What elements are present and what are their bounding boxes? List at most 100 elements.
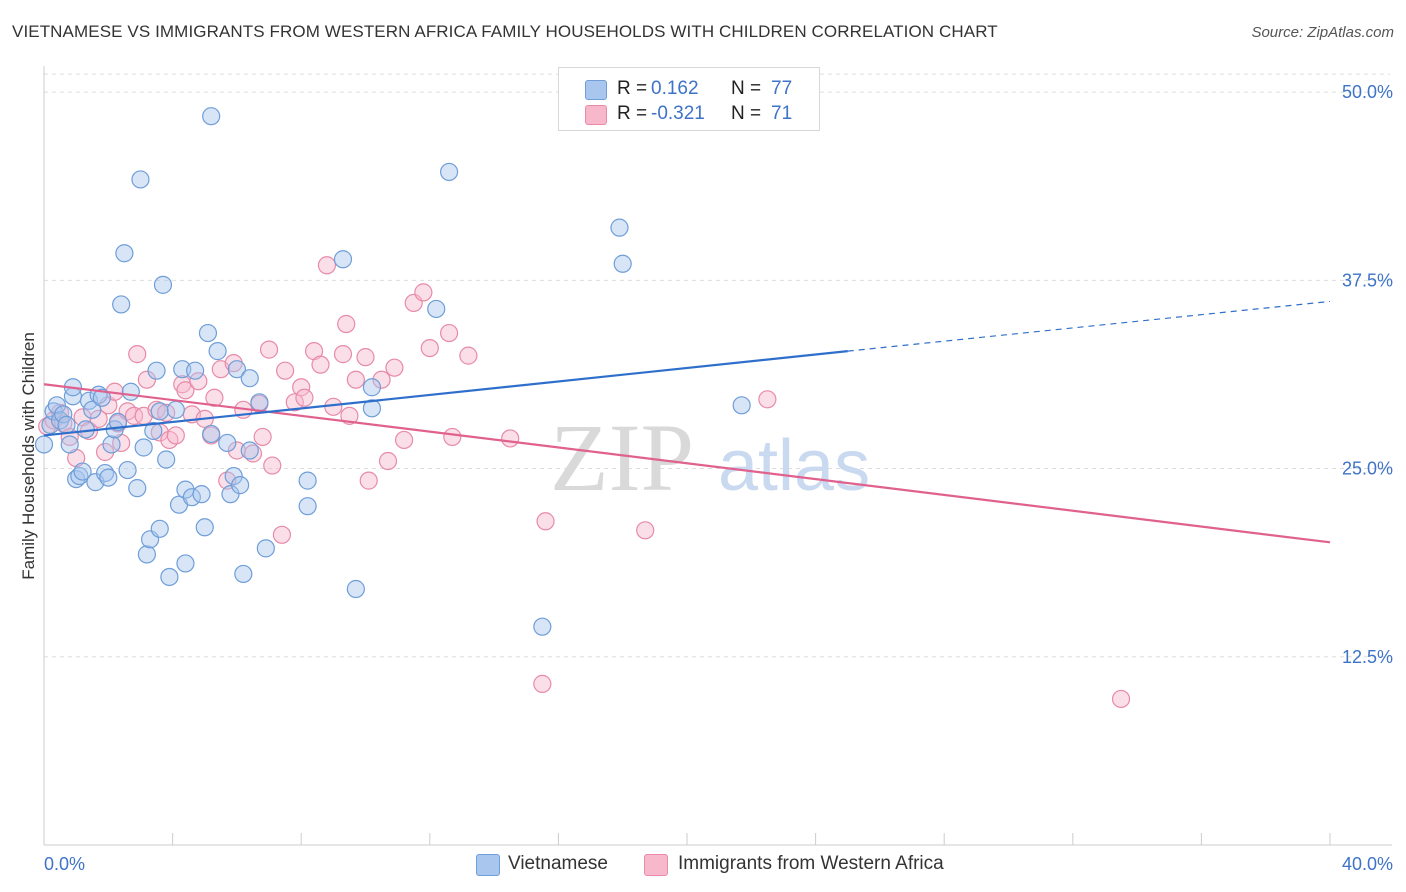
data-point-vietnamese xyxy=(99,468,118,487)
trendline-vietnamese xyxy=(43,350,848,437)
data-point-vietnamese xyxy=(176,554,195,573)
legend-label-western-africa: Immigrants from Western Africa xyxy=(678,853,944,874)
data-point-vietnamese xyxy=(202,424,221,444)
legend-n-label: N = xyxy=(731,103,762,124)
data-point-vietnamese xyxy=(60,435,79,454)
data-point-vietnamese xyxy=(256,539,275,558)
data-point-vietnamese xyxy=(610,218,629,237)
tick-labels: 12.5% 25.0% 37.5% 50.0% 0.0% 40.0% xyxy=(44,82,1393,874)
data-point-western-africa xyxy=(385,358,404,377)
y-axis-label: Family Households with Children xyxy=(19,332,38,580)
data-point-vietnamese xyxy=(157,450,176,469)
legend-n-value: 71 xyxy=(771,103,793,124)
data-point-vietnamese xyxy=(67,469,86,489)
data-point-vietnamese xyxy=(231,476,250,495)
legend-n-label: N = xyxy=(731,78,762,99)
data-point-vietnamese xyxy=(192,485,211,504)
data-point-vietnamese xyxy=(240,369,259,388)
data-point-vietnamese xyxy=(202,107,221,126)
data-point-vietnamese xyxy=(83,400,102,419)
data-point-western-africa xyxy=(420,338,439,358)
data-point-vietnamese xyxy=(227,360,246,379)
data-point-western-africa xyxy=(443,427,462,447)
legend-r-value: -0.321 xyxy=(651,103,705,124)
data-point-western-africa xyxy=(95,442,115,462)
data-point-vietnamese xyxy=(298,497,317,516)
data-point-western-africa xyxy=(253,427,272,447)
data-point-western-africa xyxy=(259,340,279,359)
data-point-western-africa xyxy=(533,674,552,693)
data-point-western-africa xyxy=(1111,689,1131,709)
data-point-western-africa xyxy=(176,381,195,400)
data-point-western-africa xyxy=(243,444,263,463)
data-point-vietnamese xyxy=(221,485,240,504)
data-point-western-africa xyxy=(394,430,414,450)
legend-swatch-vietnamese xyxy=(476,854,500,876)
y-tick-label: 12.5% xyxy=(1342,647,1393,667)
data-point-vietnamese xyxy=(41,415,60,434)
data-point-western-africa xyxy=(189,372,208,391)
trendlines xyxy=(43,300,1331,544)
x-tick-label: 40.0% xyxy=(1342,854,1393,874)
data-point-vietnamese xyxy=(362,399,382,418)
data-point-western-africa xyxy=(346,370,365,389)
data-point-vietnamese xyxy=(128,479,147,498)
data-point-vietnamese xyxy=(150,519,169,538)
legend-n-value: 77 xyxy=(771,78,793,99)
data-point-western-africa xyxy=(414,283,433,302)
legend-label-vietnamese: Vietnamese xyxy=(508,853,608,874)
data-point-vietnamese xyxy=(298,471,317,490)
data-point-western-africa xyxy=(317,256,337,275)
trendline-western-africa xyxy=(43,383,1331,544)
data-point-vietnamese xyxy=(92,388,111,407)
legend-swatch-western-africa xyxy=(644,854,668,876)
data-point-western-africa xyxy=(439,323,459,343)
data-point-vietnamese xyxy=(47,396,66,415)
data-point-western-africa xyxy=(276,361,295,380)
data-point-western-africa xyxy=(311,355,330,374)
data-point-vietnamese xyxy=(333,250,353,269)
data-point-vietnamese xyxy=(147,361,166,380)
legend-swatch-western-africa xyxy=(585,105,607,125)
data-point-vietnamese xyxy=(240,441,259,460)
data-point-western-africa xyxy=(89,409,108,428)
data-point-vietnamese xyxy=(186,361,205,380)
data-point-western-africa xyxy=(340,406,359,425)
legend-swatch-vietnamese xyxy=(585,80,607,100)
data-point-vietnamese xyxy=(166,400,185,419)
data-point-western-africa xyxy=(128,345,147,364)
data-point-vietnamese xyxy=(137,545,156,564)
series-vietnamese-points xyxy=(34,107,751,636)
data-point-western-africa xyxy=(295,388,314,407)
data-point-vietnamese xyxy=(218,433,237,453)
data-point-vietnamese xyxy=(208,342,227,361)
data-point-western-africa xyxy=(137,370,156,389)
axes xyxy=(43,66,1392,846)
watermark-atlas: atlas xyxy=(718,426,870,506)
data-point-vietnamese xyxy=(115,244,134,263)
y-tick-label: 37.5% xyxy=(1342,270,1393,290)
data-point-western-africa xyxy=(166,426,185,445)
watermark: ZIP atlas xyxy=(550,404,870,511)
data-point-western-africa xyxy=(324,397,343,416)
watermark-zip: ZIP xyxy=(550,404,694,511)
legend-r-value: 0.162 xyxy=(651,78,699,99)
data-point-vietnamese xyxy=(198,323,218,343)
data-point-western-africa xyxy=(333,345,353,364)
data-point-western-africa xyxy=(124,406,144,425)
data-point-western-africa xyxy=(758,390,777,409)
data-point-vietnamese xyxy=(533,617,552,636)
data-point-vietnamese xyxy=(250,393,269,412)
y-tick-label: 25.0% xyxy=(1342,459,1393,479)
data-point-vietnamese xyxy=(102,435,121,454)
data-point-vietnamese xyxy=(439,162,459,182)
data-point-vietnamese xyxy=(153,275,173,294)
data-point-vietnamese xyxy=(112,295,131,314)
data-point-vietnamese xyxy=(73,462,92,481)
data-point-vietnamese xyxy=(134,438,153,457)
data-point-western-africa xyxy=(356,348,375,367)
y-tick-label: 50.0% xyxy=(1342,82,1393,102)
data-point-vietnamese xyxy=(160,567,179,587)
trendline-vietnamese-extension xyxy=(847,300,1331,352)
data-point-vietnamese xyxy=(346,579,365,599)
